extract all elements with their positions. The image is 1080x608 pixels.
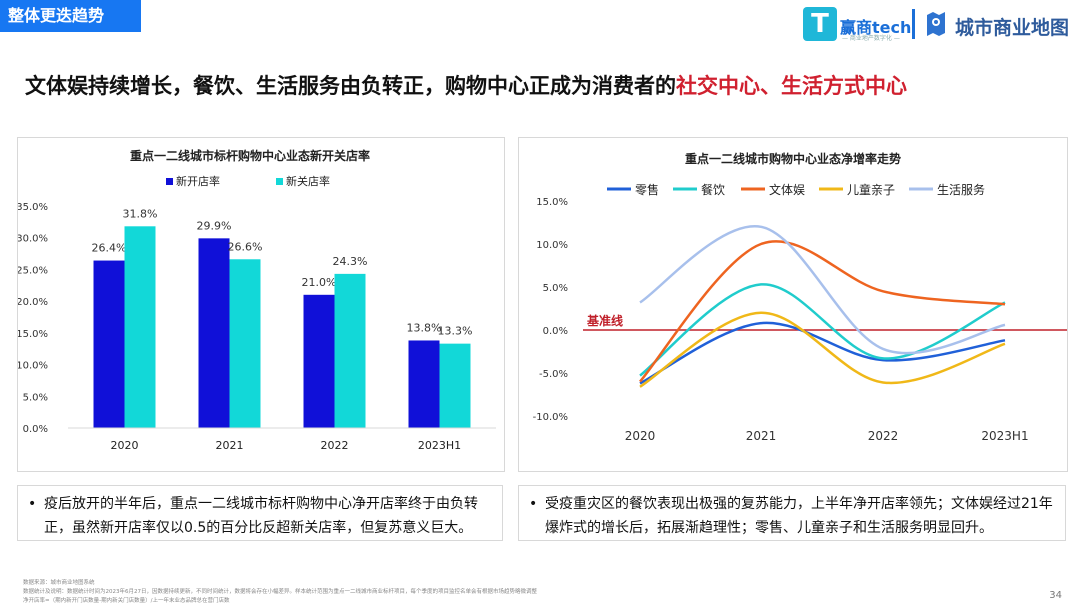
line-legend-label: 儿童亲子 bbox=[847, 182, 895, 197]
bar-chart-legend: 新开店率 新关店率 bbox=[166, 174, 330, 188]
bar-x-tick-label: 2021 bbox=[216, 439, 244, 452]
line-chart-y-axis: -10.0% -5.0% 0.0% 5.0% 10.0% 15.0% bbox=[533, 197, 568, 423]
line-legend-label: 文体娱 bbox=[769, 182, 805, 197]
brand-logo-subtitle: — 商业地产数字化 — bbox=[842, 35, 900, 42]
brand-logo-icon: T bbox=[803, 7, 837, 41]
headline-main: 文体娱持续增长，餐饮、生活服务由负转正，购物中心正成为消费者的 bbox=[25, 74, 676, 98]
headline-highlight: 社交中心、生活方式中心 bbox=[676, 74, 907, 98]
bar-y-tick-label: 10.0% bbox=[18, 361, 48, 372]
logo-separator bbox=[912, 9, 915, 39]
baseline-label: 基准线 bbox=[586, 313, 623, 328]
bar-chart-y-axis: 0.0% 5.0% 10.0% 15.0% 20.0% 25.0% 30.0% 35.0% bbox=[16, 202, 48, 435]
bar-data-label: 13.8% bbox=[407, 321, 442, 334]
note-bullet: • bbox=[28, 496, 37, 512]
bar-y-tick-label: 35.0% bbox=[18, 202, 48, 213]
footer-method: 数据统计及说明：数据统计时间为2023年6月27日，因数据持续更新，不同时间统计… bbox=[23, 589, 538, 595]
bar-y-tick-label: 20.0% bbox=[18, 297, 48, 308]
line-y-tick-label: 15.0% bbox=[536, 197, 568, 208]
line-y-tick-label: 0.0% bbox=[543, 326, 568, 337]
bar bbox=[408, 340, 440, 428]
bar bbox=[229, 259, 261, 428]
bar-data-label: 26.6% bbox=[228, 240, 263, 253]
bar-x-tick-label: 2020 bbox=[111, 439, 139, 452]
map-pin-icon bbox=[927, 12, 945, 36]
section-tag: 整体更迭趋势 bbox=[0, 0, 141, 32]
page-number: 34 bbox=[1049, 590, 1062, 601]
bar-chart-panel: 重点一二线城市标杆购物中心业态新开关店率 新开店率 新关店率 0.0% 5.0% 10… bbox=[16, 137, 505, 472]
line-legend-label: 餐饮 bbox=[701, 182, 725, 197]
line-chart-series bbox=[639, 225, 1006, 388]
line-series-path bbox=[639, 311, 1006, 388]
line-chart-panel: 重点一二线城市购物中心业态净增率走势 零售 餐饮 文体娱 儿童亲子 生活服务 -10.0… bbox=[518, 137, 1068, 472]
bar bbox=[303, 294, 335, 428]
footer-formula: 净开店率=（期内新开门店数量-期内新关门店数量）/上一年末业态品牌总在营门店数 bbox=[23, 598, 230, 604]
note-bullet: • bbox=[529, 496, 538, 512]
map-brand-name: 城市商业地图 bbox=[955, 17, 1070, 39]
bar-legend-label: 新关店率 bbox=[286, 174, 330, 188]
bar-chart-title: 重点一二线城市标杆购物中心业态新开关店率 bbox=[130, 148, 370, 163]
line-series-path bbox=[639, 283, 1006, 377]
line-chart-title: 重点一二线城市购物中心业态净增率走势 bbox=[685, 151, 901, 166]
line-x-tick-label: 2022 bbox=[868, 429, 899, 443]
bar-legend-swatch bbox=[276, 178, 283, 185]
bar bbox=[124, 226, 156, 428]
bar-y-tick-label: 25.0% bbox=[18, 265, 48, 276]
bar-data-label: 13.3% bbox=[438, 325, 473, 338]
left-note: • 疫后放开的半年后，重点一二线城市标杆购物中心净开店率终于由负转正，虽然新开店… bbox=[17, 485, 503, 541]
line-x-tick-label: 2021 bbox=[746, 429, 777, 443]
brand-logo-text: 赢商tech bbox=[840, 18, 912, 37]
line-series-path bbox=[639, 321, 1006, 385]
line-legend-label: 零售 bbox=[635, 182, 659, 197]
line-legend-label: 生活服务 bbox=[937, 182, 985, 197]
bar-data-label: 26.4% bbox=[92, 242, 127, 255]
bar-y-tick-label: 5.0% bbox=[23, 392, 48, 403]
line-x-tick-label: 2020 bbox=[625, 429, 656, 443]
line-chart-legend: 零售 餐饮 文体娱 儿童亲子 生活服务 bbox=[607, 182, 985, 197]
line-y-tick-label: 5.0% bbox=[543, 283, 568, 294]
bar-chart-x-axis: 2020 2021 2022 2023H1 bbox=[68, 427, 496, 452]
footer-source: 数据来源：城市商业地图系统 bbox=[23, 580, 95, 586]
bar-legend-label: 新开店率 bbox=[176, 174, 220, 188]
bar-x-tick-label: 2023H1 bbox=[418, 439, 461, 452]
bar-y-tick-label: 30.0% bbox=[18, 234, 48, 245]
left-note-text: 疫后放开的半年后，重点一二线城市标杆购物中心净开店率终于由负转正，虽然新开店率仅… bbox=[44, 496, 478, 536]
line-y-tick-label: 10.0% bbox=[536, 240, 568, 251]
line-x-tick-label: 2023H1 bbox=[981, 429, 1028, 443]
right-note-text: 受疫重灾区的餐饮表现出极强的复苏能力，上半年净开店率领先；文体娱经过21年爆炸式… bbox=[545, 496, 1053, 536]
bar-data-label: 31.8% bbox=[123, 207, 158, 220]
line-y-tick-label: -5.0% bbox=[539, 369, 568, 380]
bar-data-label: 29.9% bbox=[197, 219, 232, 232]
bar-data-label: 24.3% bbox=[333, 255, 368, 268]
right-note: • 受疫重灾区的餐饮表现出极强的复苏能力，上半年净开店率领先；文体娱经过21年爆… bbox=[518, 485, 1066, 541]
bar bbox=[334, 273, 366, 428]
line-series-path bbox=[639, 240, 1006, 383]
bar bbox=[93, 260, 125, 428]
line-series-path bbox=[639, 225, 1006, 355]
page-headline: 文体娱持续增长，餐饮、生活服务由负转正，购物中心正成为消费者的社交中心、生活方式… bbox=[25, 70, 1065, 100]
line-y-tick-label: -10.0% bbox=[533, 412, 568, 423]
bar-y-tick-label: 15.0% bbox=[18, 329, 48, 340]
bar bbox=[439, 343, 471, 428]
bar-data-label: 21.0% bbox=[302, 276, 337, 289]
bar-y-tick-label: 0.0% bbox=[23, 424, 48, 435]
bar-chart: 重点一二线城市标杆购物中心业态新开关店率 新开店率 新关店率 0.0% 5.0% 10… bbox=[16, 148, 496, 452]
bar-x-tick-label: 2022 bbox=[321, 439, 349, 452]
bar-legend-swatch bbox=[166, 178, 173, 185]
bar-chart-bars: 26.4% 31.8% 29.9% 26.6% 21.0% 24.3% 13.8%13.3% bbox=[92, 207, 473, 428]
bar bbox=[198, 238, 230, 428]
line-chart: 重点一二线城市购物中心业态净增率走势 零售 餐饮 文体娱 儿童亲子 生活服务 -10.0… bbox=[533, 151, 1067, 443]
line-chart-x-axis: 2020 2021 2022 2023H1 bbox=[625, 429, 1029, 443]
